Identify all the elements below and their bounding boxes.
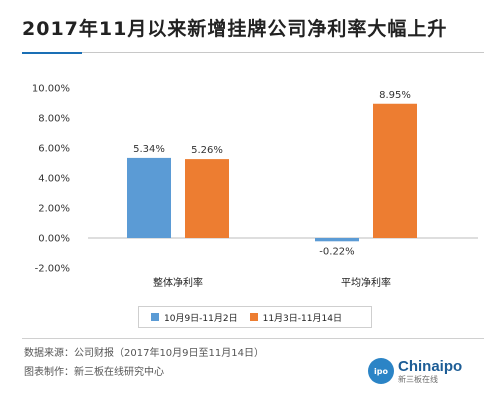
y-tick-label: 4.00%	[38, 174, 70, 185]
logo-badge-icon: ipo	[368, 358, 394, 384]
legend-swatch	[151, 313, 159, 321]
y-tick-label: 6.00%	[38, 144, 70, 155]
bar-1-0	[315, 238, 359, 242]
category-label: 平均净利率	[341, 276, 391, 289]
bar-0-1	[185, 159, 229, 238]
title-accent-bar	[22, 52, 82, 54]
chinaipo-logo: ipo Chinaipo 新三板在线	[368, 358, 462, 384]
legend-item: 10月9日-11月2日	[151, 311, 238, 324]
legend-label: 11月3日-11月14日	[262, 313, 342, 324]
data-label: 8.95%	[379, 90, 411, 101]
data-label: 5.26%	[191, 145, 223, 156]
y-tick-label: 10.00%	[32, 84, 70, 95]
bar-chart: 10.00% 8.00% 6.00% 4.00% 2.00% 0.00% -2.00% 5.3…	[32, 84, 478, 289]
chart-legend: 10月9日-11月2日 11月3日-11月14日	[138, 306, 372, 328]
logo-subtitle: 新三板在线	[398, 374, 438, 384]
data-label: 5.34%	[133, 144, 165, 155]
legend-item: 11月3日-11月14日	[249, 311, 342, 324]
legend-swatch	[249, 313, 258, 321]
bar-1-1	[373, 103, 417, 238]
legend-label: 10月9日-11月2日	[164, 313, 238, 324]
bar-0-0	[127, 157, 171, 238]
chart-title: 2017年11月以来新增挂牌公司净利率大幅上升	[22, 18, 448, 40]
title-divider	[22, 52, 484, 53]
source-divider	[22, 338, 484, 339]
logo-name: Chinaipo	[398, 357, 463, 375]
source-note: 数据来源：公司财报（2017年10月9日至11月14日）	[24, 348, 264, 359]
data-label: -0.22%	[319, 246, 354, 257]
maker-note: 图表制作：新三板在线研究中心	[24, 367, 164, 378]
y-tick-label: -2.00%	[35, 264, 70, 275]
y-tick-label: 0.00%	[38, 234, 70, 245]
y-tick-label: 2.00%	[38, 204, 70, 215]
category-label: 整体净利率	[153, 276, 203, 289]
y-tick-label: 8.00%	[38, 114, 70, 125]
